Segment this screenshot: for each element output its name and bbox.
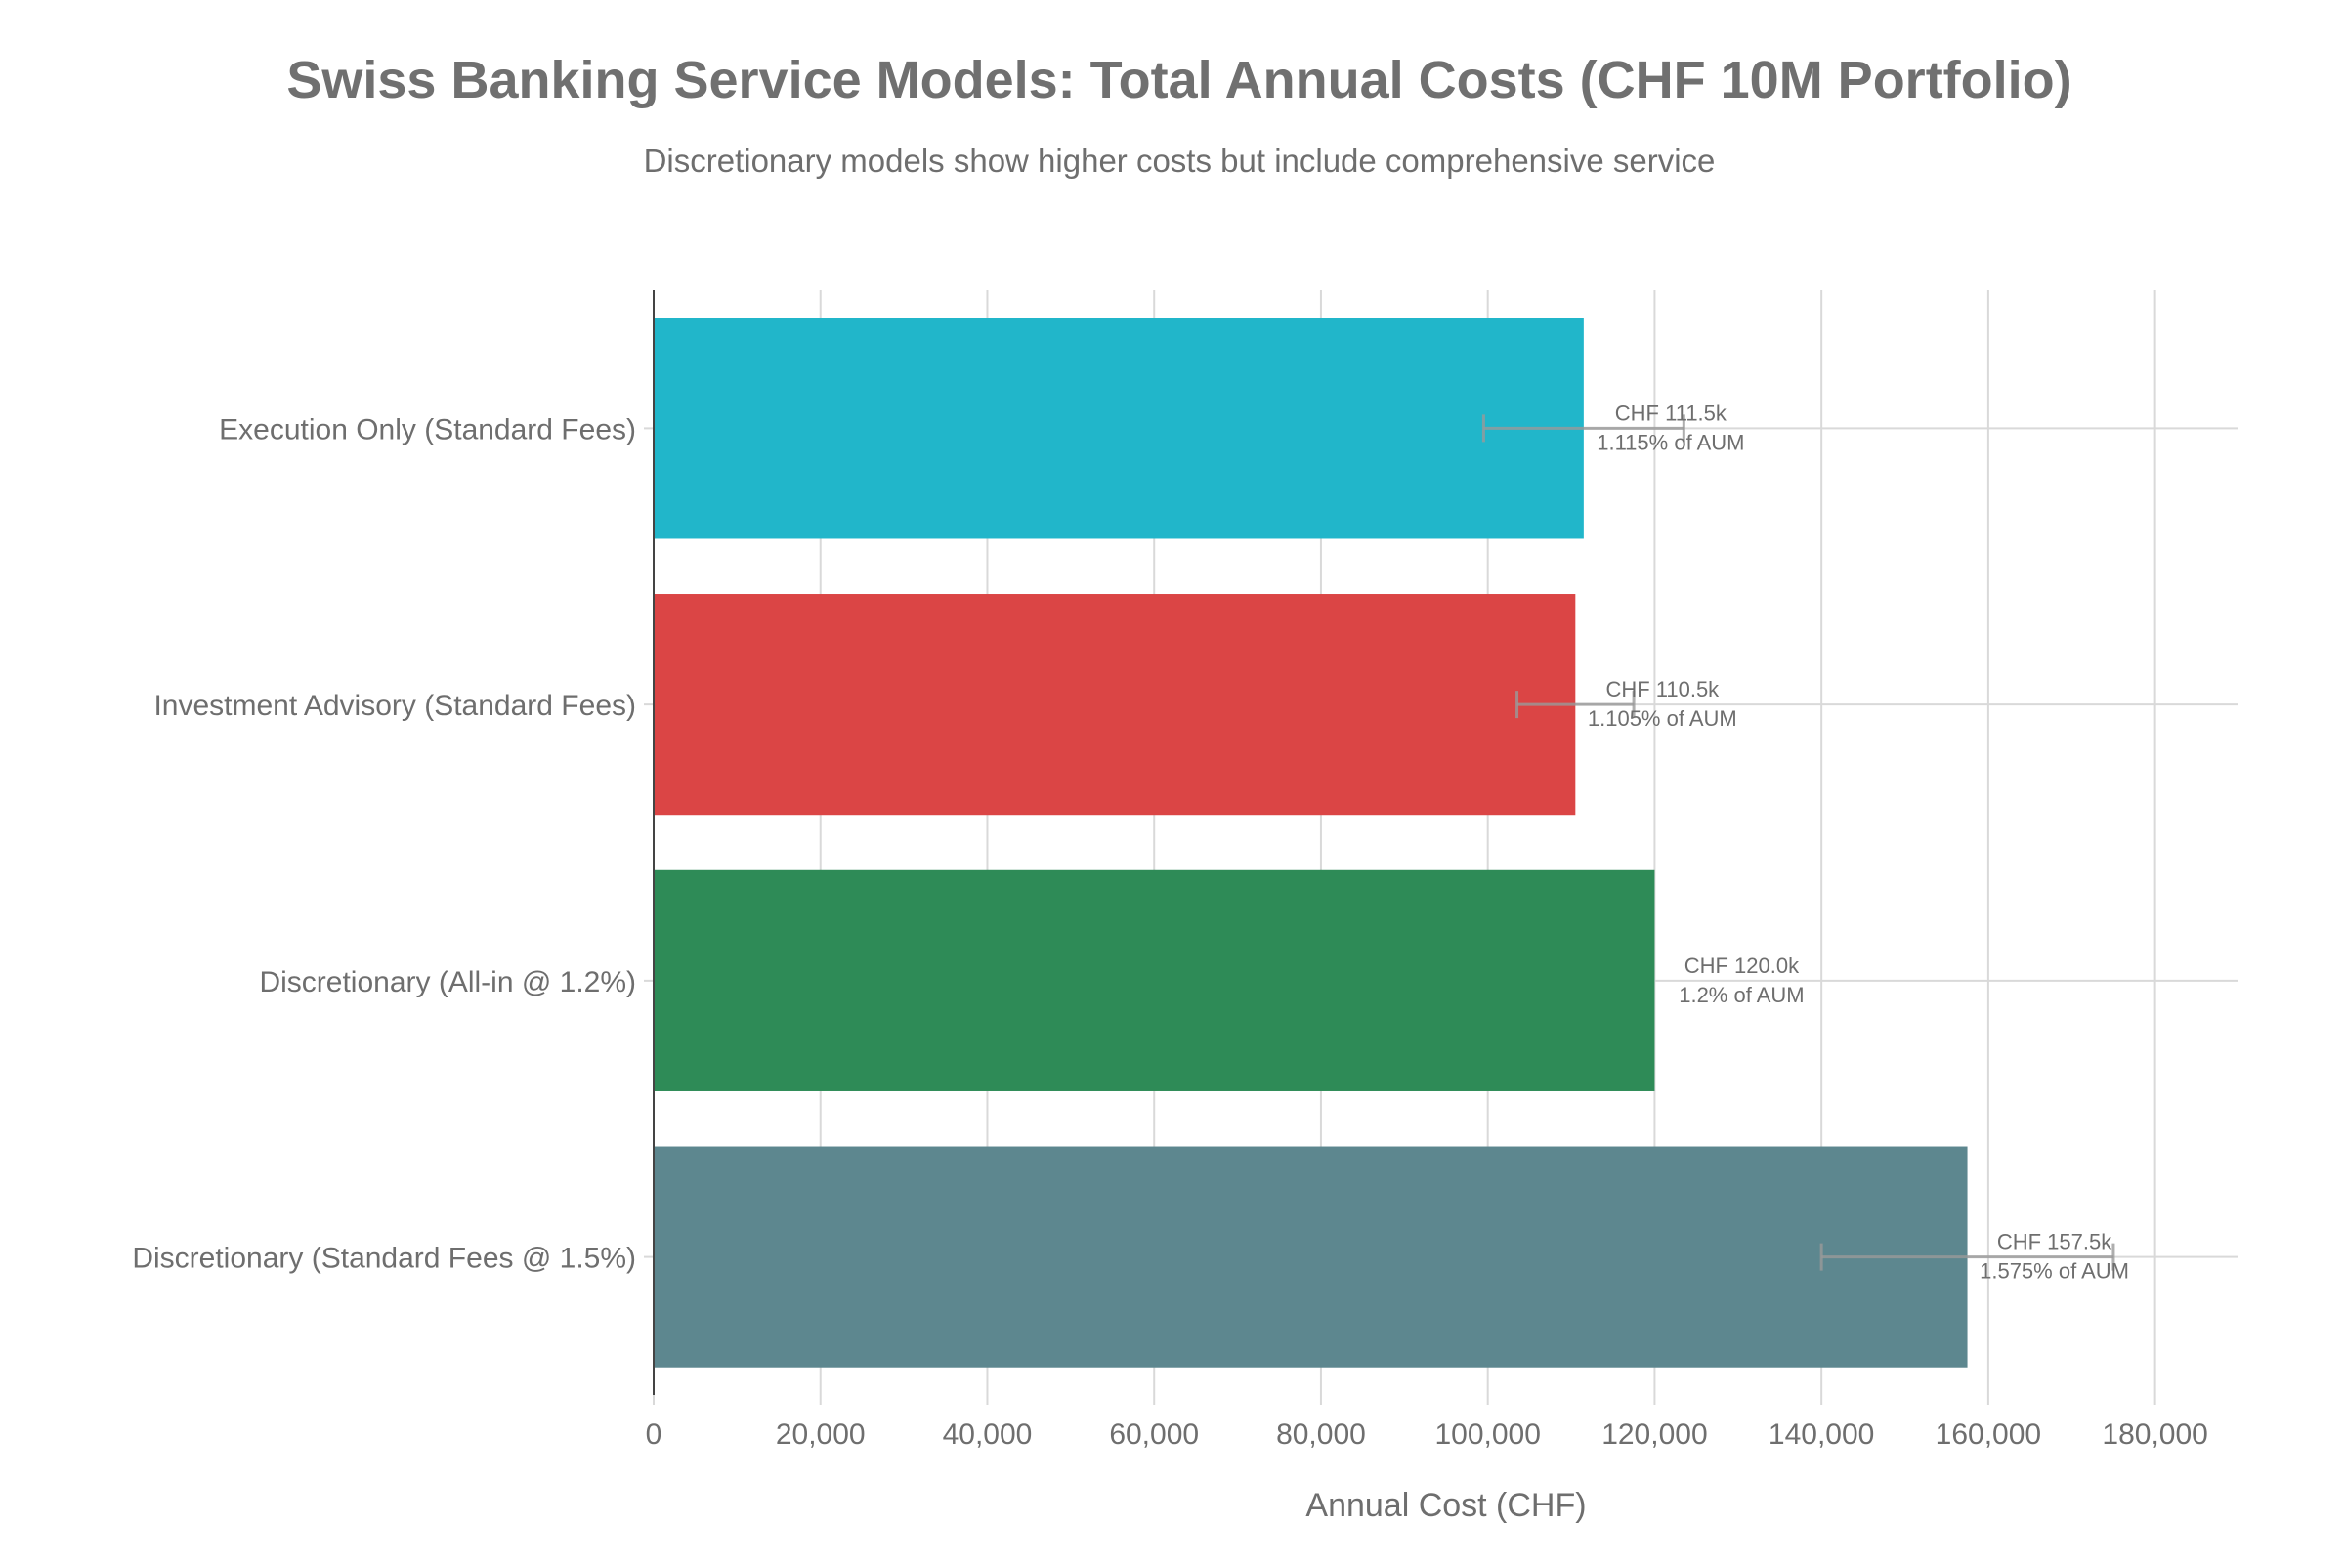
chart-subtitle: Discretionary models show higher costs b… xyxy=(644,143,1716,179)
bar xyxy=(654,869,1655,1091)
error-bars xyxy=(1481,414,2115,1271)
x-tick-label: 180,000 xyxy=(2102,1419,2207,1451)
data-label-percent: 1.2% of AUM xyxy=(1679,983,1804,1007)
x-tick-label: 0 xyxy=(646,1419,662,1451)
x-axis-title: Annual Cost (CHF) xyxy=(1305,1487,1586,1524)
bar xyxy=(654,1146,1968,1368)
y-tick-label: Discretionary (Standard Fees @ 1.5%) xyxy=(132,1243,636,1275)
bar xyxy=(654,594,1576,816)
x-tick-label: 140,000 xyxy=(1769,1419,1874,1451)
x-tick-label: 100,000 xyxy=(1434,1419,1540,1451)
y-tick-label: Discretionary (All-in @ 1.2%) xyxy=(259,966,636,998)
data-label-value: CHF 110.5k xyxy=(1605,677,1720,701)
x-tick-label: 120,000 xyxy=(1601,1419,1707,1451)
data-label-value: CHF 157.5k xyxy=(1997,1230,2112,1254)
x-axis: 0 20,000 40,000 60,000 80,000 100,000 120,000 1… xyxy=(646,1395,2208,1451)
x-tick-label: 20,000 xyxy=(776,1419,866,1451)
data-labels: CHF 111.5k 1.115% of AUM CHF 110.5k 1.105% … xyxy=(1588,401,2129,1283)
y-tick-label: Investment Advisory (Standard Fees) xyxy=(153,690,636,722)
y-axis: Execution Only (Standard Fees) Investment… xyxy=(132,290,655,1395)
data-label-value: CHF 111.5k xyxy=(1615,401,1727,425)
data-label-percent: 1.575% of AUM xyxy=(1980,1259,2129,1284)
bar xyxy=(654,318,1584,539)
x-tick-label: 60,000 xyxy=(1109,1419,1199,1451)
x-tick-label: 80,000 xyxy=(1276,1419,1366,1451)
x-tick-label: 160,000 xyxy=(1936,1419,2041,1451)
x-tick-label: 40,000 xyxy=(943,1419,1033,1451)
data-label-percent: 1.105% of AUM xyxy=(1588,706,1737,731)
chart-title: Swiss Banking Service Models: Total Annu… xyxy=(286,51,2071,109)
data-label-percent: 1.115% of AUM xyxy=(1597,430,1744,454)
data-label-value: CHF 120.0k xyxy=(1684,954,1800,978)
y-tick-label: Execution Only (Standard Fees) xyxy=(219,413,636,445)
bars xyxy=(654,318,1968,1368)
